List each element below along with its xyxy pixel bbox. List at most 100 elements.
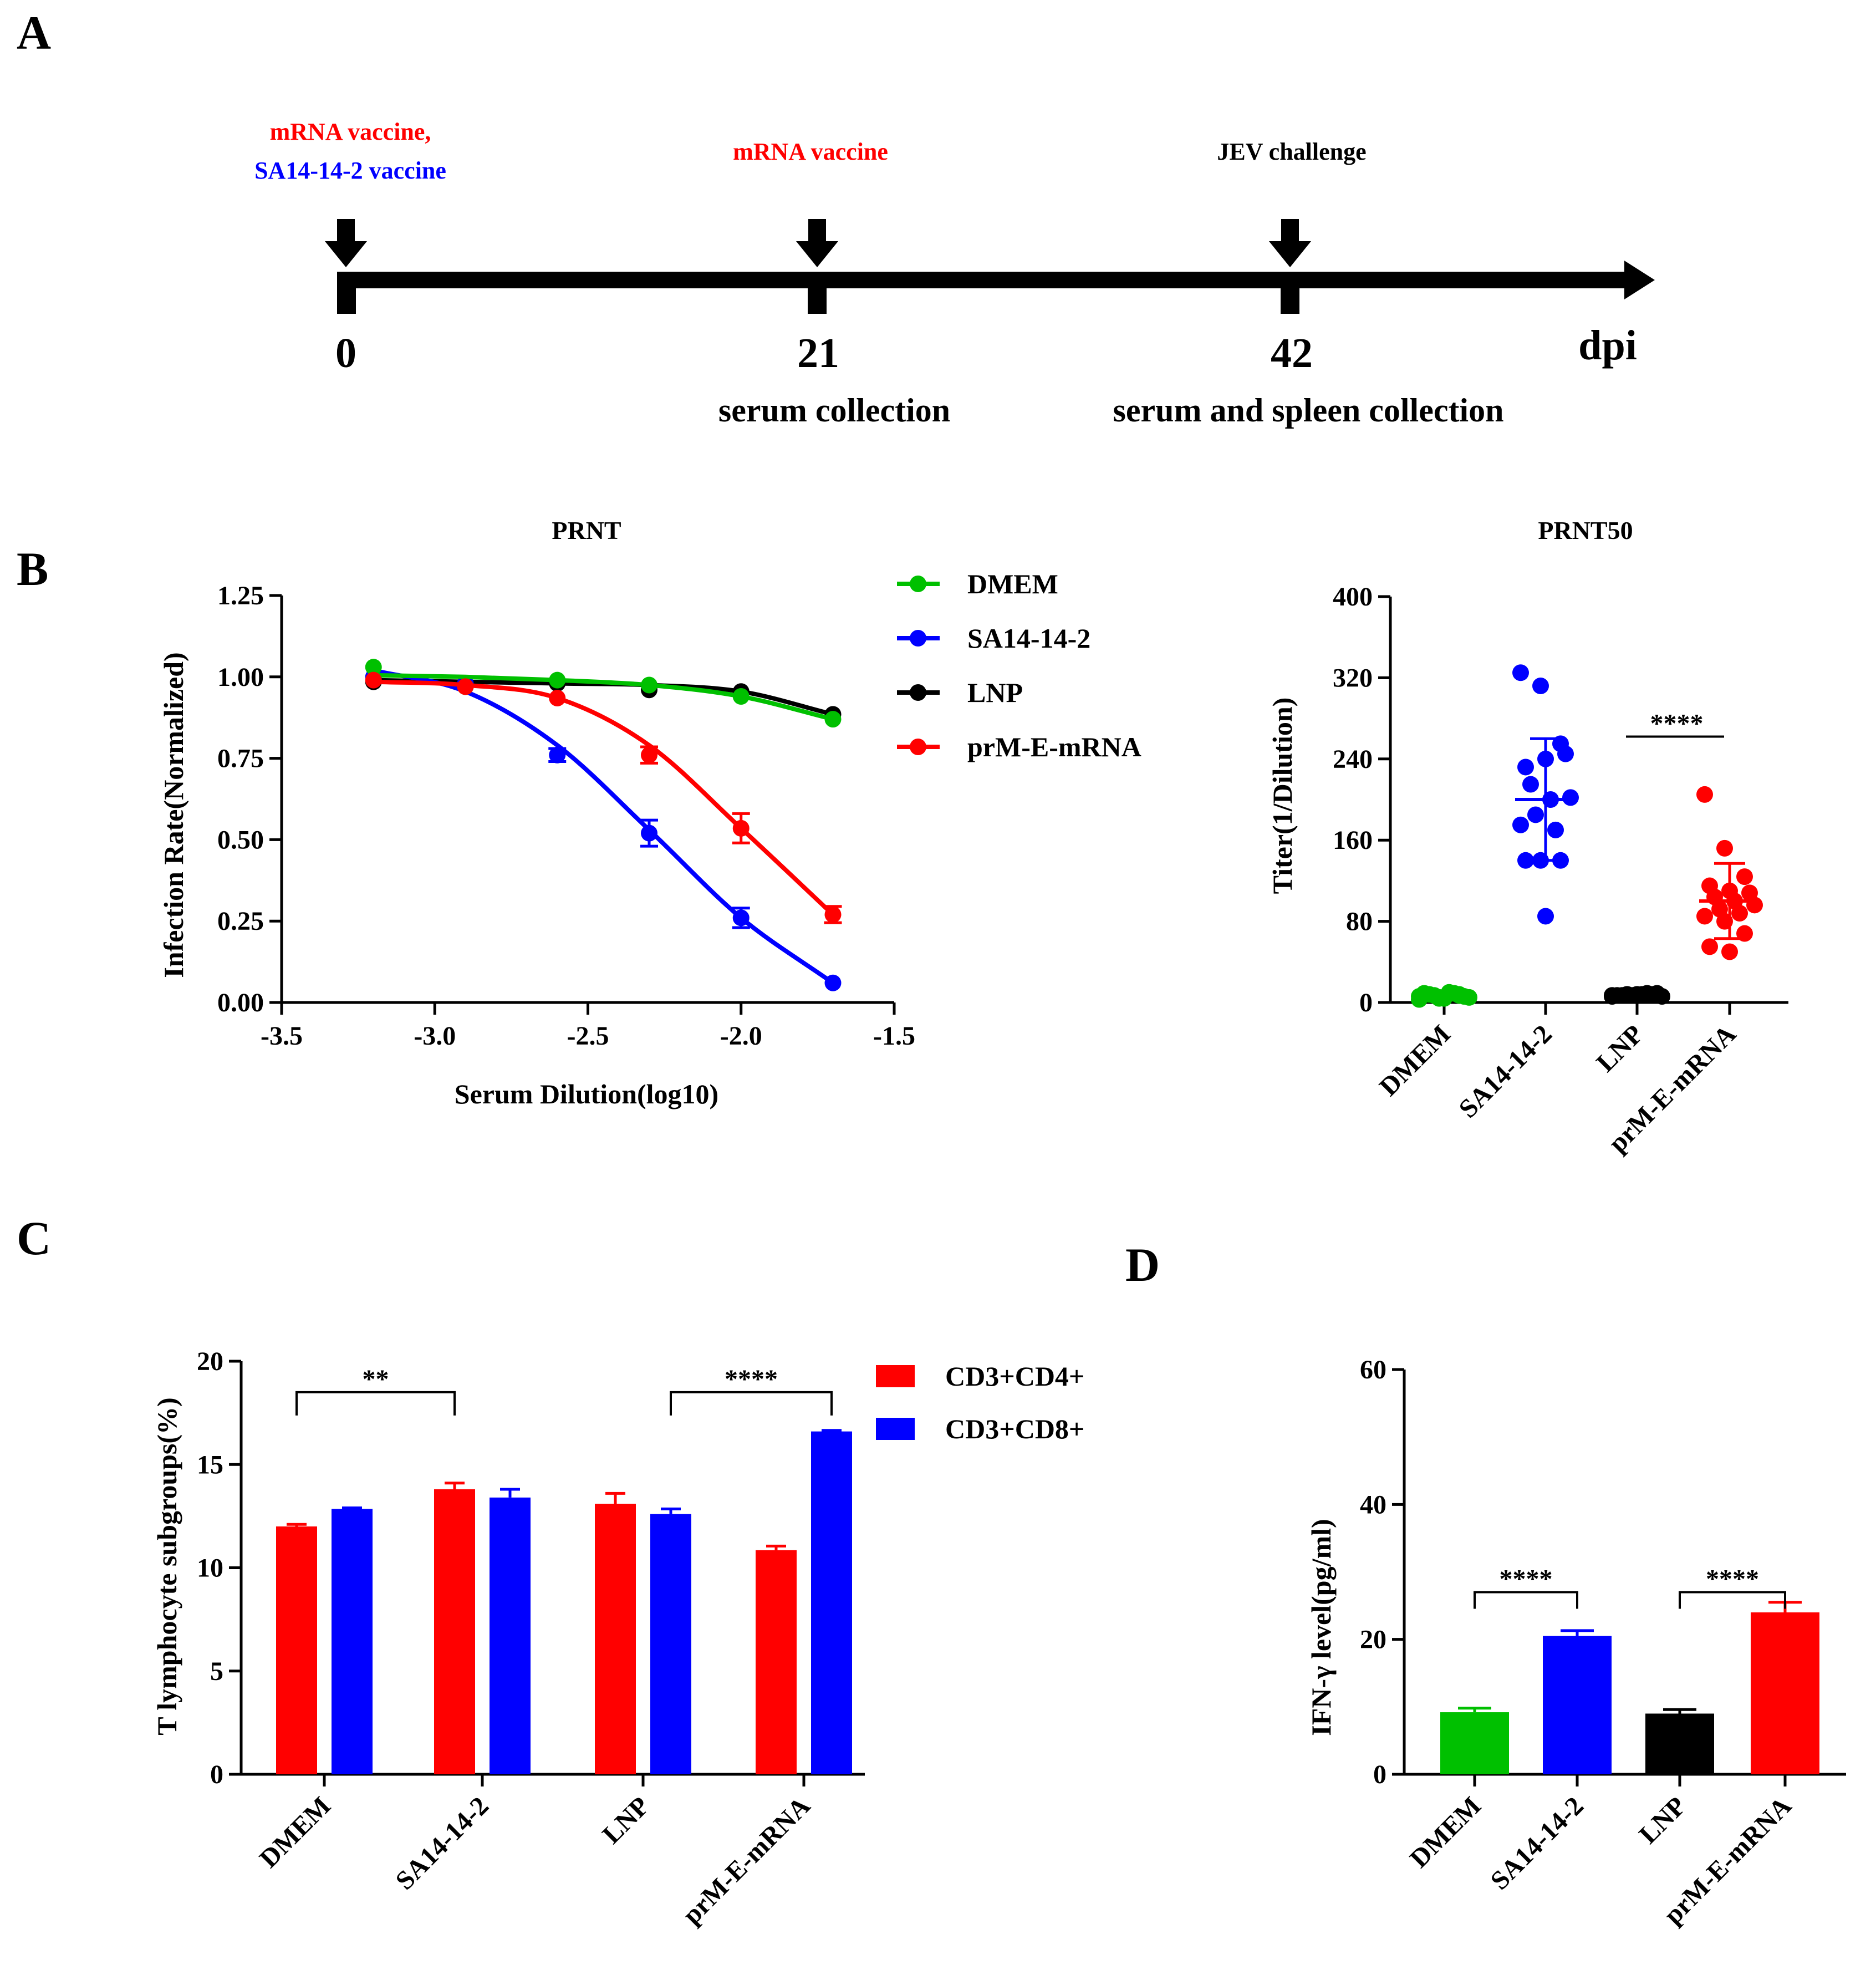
data-point: [1696, 908, 1713, 925]
x-tick-label: -1.5: [873, 1021, 915, 1051]
data-point: [1562, 789, 1579, 806]
significance-bracket: [670, 1391, 833, 1416]
y-tick-label: 40: [1360, 1490, 1386, 1519]
significance-bracket: [1474, 1591, 1578, 1609]
data-point: [641, 676, 657, 694]
x-tick-label: DMEM: [254, 1791, 337, 1874]
timeline-day-label: 21: [797, 330, 839, 376]
data-point: [549, 689, 566, 706]
data-point: [457, 678, 474, 695]
bar-sa14-14-2: [1543, 1636, 1612, 1774]
y-tick-label: 15: [197, 1450, 223, 1479]
timeline-sub-label: serum and spleen collection: [1113, 392, 1504, 429]
legend-marker: [910, 684, 926, 701]
x-tick-label: -3.0: [414, 1021, 456, 1051]
timeline-day-label: 42: [1271, 330, 1313, 376]
x-tick-label: LNP: [597, 1791, 655, 1849]
data-point: [1527, 806, 1544, 823]
y-tick-label: 20: [197, 1347, 223, 1376]
fit-curve-dmem: [373, 673, 834, 722]
timeline-unit-label: dpi: [1578, 322, 1637, 369]
bar-cd3+cd4+: [276, 1526, 317, 1774]
data-point: [732, 820, 750, 837]
data-point: [641, 746, 657, 764]
data-point: [1537, 908, 1554, 925]
data-point: [549, 746, 566, 764]
timeline-tick-0: [337, 272, 356, 314]
x-tick-label: SA14-14-2: [390, 1791, 494, 1895]
prnt50-chart: PRNT50 Titer(1/Dilution) 0 80 160 240 320 400…: [1267, 516, 1788, 1158]
y-axis-title: T lymphocyte subgroups(%): [151, 1397, 182, 1735]
significance-label: **: [363, 1365, 389, 1394]
y-tick-label: 0.50: [217, 825, 264, 854]
bar-cd3+cd4+: [595, 1504, 636, 1774]
bar-cd3+cd4+: [434, 1489, 475, 1774]
timeline-tick-42: [1281, 272, 1299, 314]
panel-label-b: B: [17, 542, 48, 595]
data-point: [732, 909, 750, 927]
x-axis-title: Serum Dilution(log10): [455, 1078, 718, 1109]
bar-cd3+cd8+: [811, 1431, 852, 1774]
y-tick-label: 400: [1333, 582, 1373, 612]
bar-dmem: [1440, 1712, 1509, 1774]
data-point: [1512, 816, 1529, 833]
legend-marker: [910, 576, 926, 592]
y-tick-label: 240: [1333, 745, 1373, 774]
significance-label: ****: [1650, 709, 1704, 739]
y-tick-label: 10: [197, 1554, 223, 1583]
bar-cd3+cd8+: [490, 1497, 531, 1774]
bar-prm-e-mrna: [1751, 1612, 1819, 1774]
x-tick-label: SA14-14-2: [1453, 1019, 1557, 1123]
timeline-axis: [338, 272, 1630, 288]
x-tick-label: DMEM: [1374, 1019, 1456, 1102]
timeline-tick-21: [808, 272, 827, 314]
y-tick-label: 0.00: [217, 988, 264, 1017]
data-point: [1746, 897, 1763, 914]
down-arrow-icon: [1269, 219, 1311, 267]
data-point: [824, 974, 842, 991]
y-tick-label: 80: [1346, 907, 1373, 936]
data-point: [1512, 664, 1529, 681]
timeline-event-label: JEV challenge: [1217, 138, 1366, 165]
timeline-panel: mRNA vaccine, SA14-14-2 vaccine mRNA vac…: [254, 118, 1655, 429]
legend-swatch: [876, 1365, 915, 1387]
significance-label: ****: [1706, 1565, 1759, 1594]
timeline-event-label: SA14-14-2 vaccine: [254, 157, 446, 184]
data-point: [1557, 745, 1574, 762]
timeline-event-label: mRNA vaccine: [733, 138, 888, 165]
data-point: [641, 824, 657, 842]
bar-cd3+cd8+: [650, 1514, 691, 1774]
data-point: [1736, 868, 1753, 885]
data-point: [1532, 678, 1549, 695]
timeline-arrowhead: [1624, 261, 1655, 299]
down-arrow-icon: [325, 219, 367, 267]
y-tick-label: 0.25: [217, 907, 264, 936]
y-tick-label: 0: [210, 1760, 223, 1789]
data-point: [824, 711, 842, 728]
x-tick-label: -3.5: [261, 1021, 303, 1051]
legend-label: prM-E-mRNA: [967, 731, 1141, 762]
timeline-day-label: 0: [335, 330, 356, 376]
timeline-event-label: mRNA vaccine,: [270, 118, 431, 145]
y-axis-title: Infection Rate(Normalized): [158, 652, 189, 978]
data-point: [1701, 938, 1718, 955]
significance-bracket: [1679, 1591, 1786, 1609]
bar-cd3+cd4+: [756, 1550, 797, 1774]
legend-label: CD3+CD4+: [945, 1361, 1084, 1392]
data-point: [365, 659, 382, 676]
y-axis-title: Titer(1/Dilution): [1267, 698, 1298, 894]
prnt-chart: PRNT Serum Dilution(log10) Infection Rat…: [158, 516, 1141, 1109]
data-point: [1517, 852, 1534, 869]
x-tick-label: -2.5: [567, 1021, 609, 1051]
legend-label: DMEM: [967, 568, 1058, 599]
legend-label: CD3+CD8+: [945, 1413, 1084, 1444]
y-tick-label: 1.00: [217, 663, 264, 692]
legend-marker: [910, 739, 926, 755]
significance-label: ****: [725, 1365, 778, 1394]
bar-cd3+cd8+: [332, 1509, 373, 1774]
y-tick-label: 320: [1333, 663, 1373, 693]
legend-marker: [910, 630, 926, 647]
y-tick-label: 160: [1333, 826, 1373, 855]
panel-label-c: C: [17, 1212, 51, 1265]
